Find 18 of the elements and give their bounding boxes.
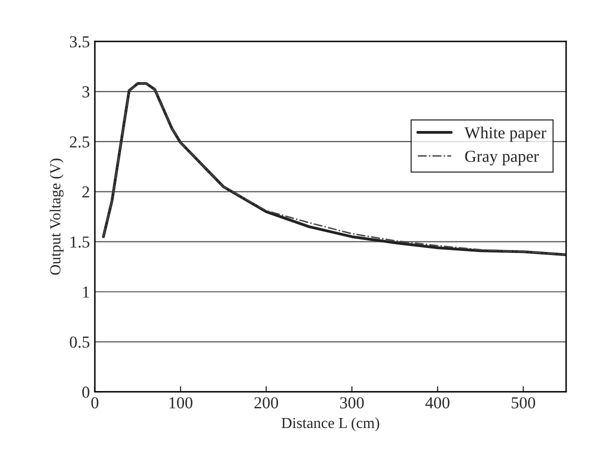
y-tick-label: 2 — [82, 186, 90, 198]
y-tick-label: 3 — [82, 86, 90, 98]
x-tick-label: 200 — [254, 397, 278, 408]
legend-label: White paper — [464, 126, 546, 142]
y-axis-title: Output Voltage (V) — [50, 158, 64, 275]
y-tick-label: 1 — [83, 286, 89, 298]
y-tick-label: 0.5 — [70, 336, 90, 348]
x-tick-label: 400 — [425, 397, 450, 408]
y-tick-label: 3.5 — [70, 36, 90, 48]
y-tick-label: 1.5 — [70, 236, 90, 248]
y-tick-label: 0 — [82, 386, 90, 398]
x-axis-title: Distance L (cm) — [282, 417, 380, 432]
x-tick-label: 0 — [91, 397, 98, 408]
y-tick-label: 2.5 — [70, 136, 90, 148]
x-tick-label: 500 — [512, 397, 536, 408]
x-tick-label: 300 — [340, 397, 364, 408]
x-tick-label: 100 — [170, 397, 192, 408]
legend-label: Gray paper — [465, 150, 539, 166]
